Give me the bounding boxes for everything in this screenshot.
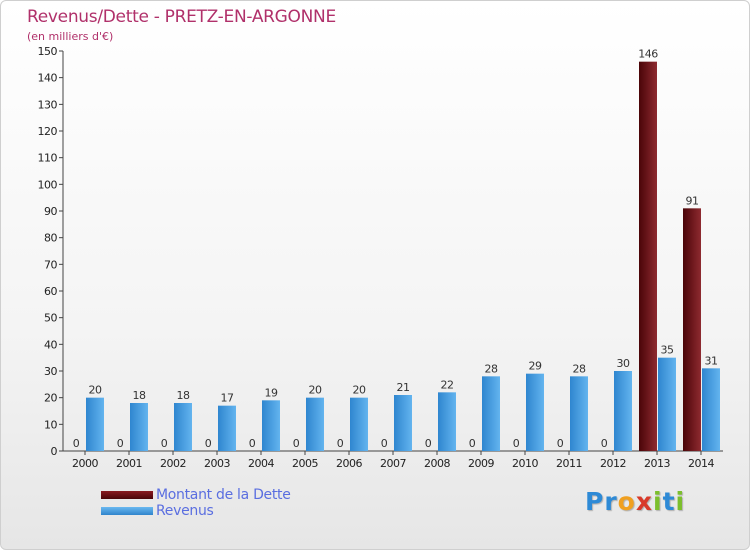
data-label-dette: 0 bbox=[425, 437, 432, 450]
logo-letter: t bbox=[662, 487, 676, 516]
y-tick-label: 0 bbox=[51, 445, 58, 458]
y-tick-label: 70 bbox=[44, 258, 57, 271]
data-label-revenus: 17 bbox=[221, 392, 234, 405]
bar-revenus bbox=[526, 373, 544, 451]
y-tick-label: 50 bbox=[44, 312, 57, 325]
data-label-revenus: 31 bbox=[705, 354, 718, 367]
data-label-dette: 0 bbox=[117, 437, 124, 450]
data-label-revenus: 28 bbox=[573, 362, 586, 375]
legend-label-revenus: Revenus bbox=[156, 503, 214, 519]
data-label-dette: 0 bbox=[205, 437, 212, 450]
legend-swatch-revenus bbox=[101, 507, 153, 515]
y-tick-label: 80 bbox=[44, 232, 57, 245]
x-tick-label: 2000 bbox=[72, 457, 98, 470]
x-tick-label: 2009 bbox=[468, 457, 494, 470]
data-label-revenus: 18 bbox=[133, 389, 146, 402]
legend-swatch-dette bbox=[101, 491, 153, 499]
x-tick-label: 2013 bbox=[644, 457, 670, 470]
y-tick-label: 30 bbox=[44, 365, 57, 378]
y-tick-label: 100 bbox=[38, 178, 58, 191]
y-tick-label: 120 bbox=[38, 125, 58, 138]
y-tick-label: 60 bbox=[44, 285, 57, 298]
x-tick-label: 2008 bbox=[424, 457, 450, 470]
data-label-dette: 0 bbox=[249, 437, 256, 450]
data-label-dette: 0 bbox=[381, 437, 388, 450]
data-label-dette: 91 bbox=[686, 194, 699, 207]
bar-revenus bbox=[306, 397, 324, 451]
bar-revenus bbox=[86, 397, 104, 451]
logo-letter: P bbox=[585, 487, 605, 516]
bar-revenus bbox=[130, 403, 148, 451]
x-tick-label: 2011 bbox=[556, 457, 582, 470]
logo-letter: i bbox=[675, 487, 686, 516]
data-label-dette: 0 bbox=[73, 437, 80, 450]
data-label-dette: 0 bbox=[513, 437, 520, 450]
x-tick-label: 2012 bbox=[600, 457, 626, 470]
bar-dette bbox=[639, 61, 657, 452]
bar-revenus bbox=[350, 397, 368, 451]
data-label-revenus: 19 bbox=[265, 386, 278, 399]
data-label-revenus: 35 bbox=[661, 344, 674, 357]
y-tick-label: 130 bbox=[38, 98, 58, 111]
data-label-dette: 146 bbox=[638, 48, 658, 61]
bar-revenus bbox=[394, 395, 412, 451]
x-tick-label: 2010 bbox=[512, 457, 538, 470]
data-label-revenus: 21 bbox=[397, 381, 410, 394]
legend-label-dette: Montant de la Dette bbox=[156, 487, 291, 503]
logo-letter: i bbox=[653, 487, 663, 516]
y-tick-label: 150 bbox=[38, 45, 58, 58]
bar-revenus bbox=[218, 405, 236, 451]
x-tick-label: 2004 bbox=[248, 457, 274, 470]
data-label-revenus: 20 bbox=[89, 384, 102, 397]
bar-revenus bbox=[174, 403, 192, 451]
chart-title: Revenus/Dette - PRETZ-EN-ARGONNE bbox=[27, 7, 336, 27]
data-label-revenus: 20 bbox=[309, 384, 322, 397]
bar-revenus bbox=[262, 400, 280, 451]
data-label-dette: 0 bbox=[293, 437, 300, 450]
data-label-revenus: 28 bbox=[485, 362, 498, 375]
logo-letter: r bbox=[604, 487, 618, 516]
data-label-revenus: 30 bbox=[617, 357, 630, 370]
bar-revenus bbox=[658, 357, 676, 451]
data-label-revenus: 22 bbox=[441, 378, 454, 391]
bar-revenus bbox=[702, 368, 720, 451]
data-label-dette: 0 bbox=[161, 437, 168, 450]
x-tick-label: 2005 bbox=[292, 457, 318, 470]
bar-revenus bbox=[482, 376, 500, 451]
data-label-dette: 0 bbox=[601, 437, 608, 450]
x-tick-label: 2014 bbox=[688, 457, 714, 470]
bar-dette bbox=[683, 208, 701, 451]
logo-letter: o bbox=[617, 487, 636, 516]
y-tick-label: 110 bbox=[38, 152, 58, 165]
y-tick-label: 10 bbox=[44, 418, 57, 431]
logo-letter: x bbox=[635, 487, 653, 516]
bar-revenus bbox=[614, 371, 632, 451]
data-label-revenus: 20 bbox=[353, 384, 366, 397]
y-tick-label: 140 bbox=[38, 72, 58, 85]
x-tick-label: 2002 bbox=[160, 457, 186, 470]
y-tick-label: 20 bbox=[44, 392, 57, 405]
y-tick-label: 90 bbox=[44, 205, 57, 218]
data-label-dette: 0 bbox=[469, 437, 476, 450]
data-label-revenus: 29 bbox=[529, 360, 542, 373]
x-tick-label: 2006 bbox=[336, 457, 362, 470]
x-tick-label: 2007 bbox=[380, 457, 406, 470]
chart-subtitle: (en milliers d'€) bbox=[27, 30, 114, 43]
x-tick-label: 2003 bbox=[204, 457, 230, 470]
data-label-revenus: 18 bbox=[177, 389, 190, 402]
x-tick-label: 2001 bbox=[116, 457, 142, 470]
y-tick-label: 40 bbox=[44, 338, 57, 351]
bar-revenus bbox=[438, 392, 456, 451]
data-label-dette: 0 bbox=[557, 437, 564, 450]
data-label-dette: 0 bbox=[337, 437, 344, 450]
proxiti-logo: Proxiti bbox=[585, 487, 685, 516]
bar-revenus bbox=[570, 376, 588, 451]
